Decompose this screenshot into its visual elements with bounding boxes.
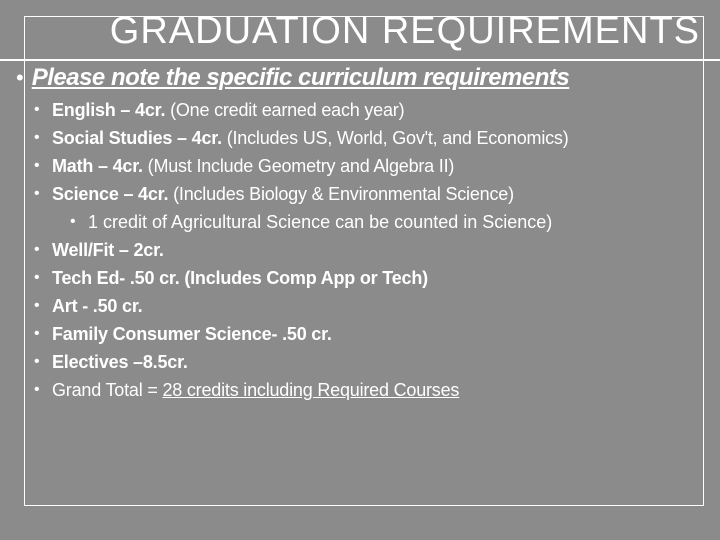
requirement-detail: (Includes US, World, Gov't, and Economic… — [222, 128, 569, 148]
requirement-item: Tech Ed- .50 cr. (Includes Comp App or T… — [34, 264, 704, 292]
requirement-item: Social Studies – 4cr. (Includes US, Worl… — [34, 124, 704, 152]
requirement-bold: Electives –8.5cr. — [52, 352, 188, 372]
requirement-item: Math – 4cr. (Must Include Geometry and A… — [34, 152, 704, 180]
requirement-item: Science – 4cr. (Includes Biology & Envir… — [34, 180, 704, 208]
total-prefix: Grand Total = — [52, 380, 162, 400]
requirement-item: Well/Fit – 2cr. — [34, 236, 704, 264]
requirement-detail: (One credit earned each year) — [165, 100, 404, 120]
sub-item: 1 credit of Agricultural Science can be … — [70, 208, 704, 236]
requirements-list: English – 4cr. (One credit earned each y… — [34, 96, 704, 404]
slide-title: GRADUATION REQUIREMENTS — [60, 10, 700, 53]
requirement-bold: Art - .50 cr. — [52, 296, 142, 316]
subtitle-text: Please note the specific curriculum requ… — [32, 64, 570, 92]
sub-list: 1 credit of Agricultural Science can be … — [70, 208, 704, 236]
requirement-item: English – 4cr. (One credit earned each y… — [34, 96, 704, 124]
requirement-bold: Tech Ed- .50 cr. (Includes Comp App or T… — [52, 268, 428, 288]
total-underlined: 28 credits including Required Courses — [162, 380, 459, 400]
subtitle-row: • Please note the specific curriculum re… — [16, 64, 704, 92]
requirement-item: Electives –8.5cr. — [34, 348, 704, 376]
requirement-detail: (Includes Biology & Environmental Scienc… — [168, 184, 514, 204]
requirement-bold: Well/Fit – 2cr. — [52, 240, 164, 260]
grand-total-item: Grand Total = 28 credits including Requi… — [34, 376, 704, 404]
title-underline — [0, 59, 720, 61]
requirement-bold: Family Consumer Science- .50 cr. — [52, 324, 332, 344]
requirement-bold: Science – 4cr. — [52, 184, 168, 204]
requirement-bold: Math – 4cr. — [52, 156, 143, 176]
content-area: • Please note the specific curriculum re… — [16, 64, 704, 404]
requirement-detail: (Must Include Geometry and Algebra II) — [143, 156, 454, 176]
requirement-bold: English – 4cr. — [52, 100, 165, 120]
requirement-bold: Social Studies – 4cr. — [52, 128, 222, 148]
requirement-item: Family Consumer Science- .50 cr. — [34, 320, 704, 348]
subtitle-bullet: • — [16, 64, 24, 92]
requirement-item: Art - .50 cr. — [34, 292, 704, 320]
